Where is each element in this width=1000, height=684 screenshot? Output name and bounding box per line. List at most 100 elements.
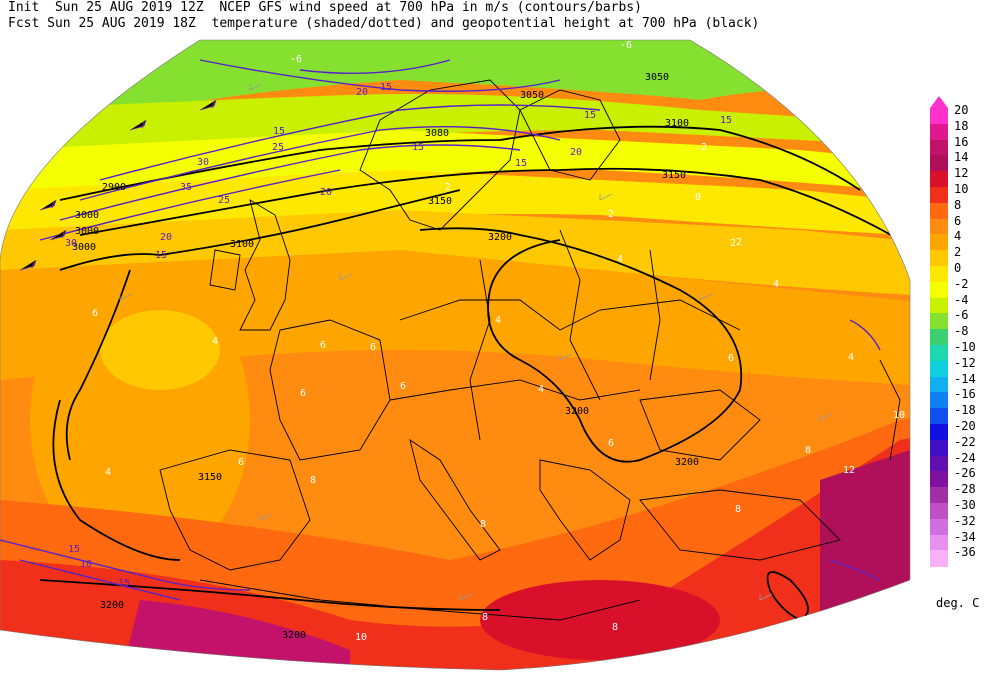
title-line-1: Init Sun 25 AUG 2019 12Z NCEP GFS wind s… [8, 0, 642, 15]
height-label: 3200 [565, 406, 589, 417]
height-labels: 2900 3000 3000 3050 3050 3080 3100 3100 … [72, 72, 699, 641]
temp-label: 6 [370, 342, 376, 353]
legend-swatch [930, 518, 948, 536]
temp-label: 6 [608, 438, 614, 449]
temp-label: -6 [290, 54, 302, 65]
wind-label: 30 [65, 238, 77, 249]
height-label: 3150 [662, 170, 686, 181]
temp-label: 4 [495, 315, 501, 326]
legend-label: -26 [954, 466, 976, 481]
wind-label: 15 [273, 126, 285, 137]
legend-swatch [930, 313, 948, 330]
temp-label: 6 [238, 457, 244, 468]
legend-swatch [930, 155, 948, 172]
temp-label: 8 [805, 445, 811, 456]
legend-label: -22 [954, 434, 976, 449]
legend-swatch [930, 550, 948, 567]
temp-label: 10 [893, 410, 905, 421]
temp-label: 6 [728, 353, 734, 364]
temp-label: 12 [843, 465, 855, 476]
legend-label: -2 [954, 276, 969, 291]
temp-label: 0 [695, 192, 701, 203]
wind-label: 25 [272, 142, 284, 153]
wind-label: 15 [68, 544, 80, 555]
legend-swatch [930, 108, 948, 125]
legend-label: 6 [954, 213, 962, 228]
temp-label: 4 [848, 352, 854, 363]
legend-label: 0 [954, 261, 962, 275]
legend-label: -4 [954, 292, 969, 307]
temp-label: 4 [538, 384, 544, 395]
legend-swatch [930, 534, 948, 551]
height-label: 3100 [665, 118, 689, 129]
legend-label: -14 [954, 371, 976, 386]
wind-label: 30 [197, 157, 209, 168]
wind-label: 25 [218, 195, 230, 206]
temp-label: -6 [620, 40, 632, 51]
temp-label: 6 [400, 381, 406, 392]
legend-swatch [930, 187, 948, 204]
temp-label: 2 [445, 182, 451, 193]
temp-label: 4 [212, 336, 218, 347]
wind-label: 15 [584, 110, 596, 121]
legend-swatch [930, 171, 948, 188]
legend-label: 10 [954, 182, 969, 196]
temp-label: 8 [612, 622, 618, 633]
wind-label: 15 [155, 250, 167, 261]
height-label: 3150 [428, 196, 452, 207]
temperature-labels: -6 -6 -2 0 2 2 2 4 4 4 6 6 6 6 6 8 8 8 8… [92, 40, 905, 643]
wind-label: 15 [118, 578, 130, 589]
wind-label: 15 [380, 82, 392, 93]
temp-label: 6 [300, 388, 306, 399]
wind-label: 15 [515, 158, 527, 169]
legend-swatch [930, 123, 948, 141]
legend-swatch [930, 392, 948, 409]
legend-swatch [930, 250, 948, 267]
legend-label: 18 [954, 118, 969, 133]
height-label: 3080 [425, 128, 449, 139]
legend-swatch [930, 503, 948, 520]
height-label: 3200 [100, 600, 124, 611]
legend-swatch [930, 266, 948, 283]
legend-swatch [930, 234, 948, 251]
legend-label: -30 [954, 498, 976, 512]
legend-swatch [930, 139, 948, 156]
height-label: 3000 [75, 210, 99, 221]
temp-label: 2 [730, 238, 736, 249]
wind-label: 15 [412, 142, 424, 153]
temp-label: 8 [310, 475, 316, 486]
wind-label: 20 [570, 147, 582, 158]
height-label: 3100 [230, 239, 254, 250]
legend-label: -34 [954, 529, 976, 544]
legend-label: 2 [954, 245, 962, 260]
wind-label: 20 [160, 232, 172, 243]
temp-label: 10 [355, 632, 367, 643]
legend-swatch [930, 218, 948, 235]
wind-contours [0, 59, 881, 601]
temp-label: 4 [617, 254, 623, 265]
strong-wind-barbs [19, 99, 217, 271]
legend-label: -12 [954, 355, 976, 370]
temp-label: 4 [773, 279, 779, 290]
legend-swatch [930, 202, 948, 220]
legend-label: 12 [954, 166, 969, 181]
wind-label: 20 [356, 87, 368, 98]
temp-label: 8 [480, 519, 486, 530]
wind-barbs [119, 83, 833, 601]
height-contours [39, 125, 901, 622]
legend-arrow-icon [930, 96, 948, 108]
legend-unit: deg. C [936, 596, 980, 610]
legend-label: 20 [954, 103, 969, 117]
legend-swatch [930, 345, 948, 362]
legend-swatch [930, 455, 948, 472]
height-label: 2900 [102, 182, 126, 193]
height-label: 3050 [520, 90, 544, 101]
legend-swatch [930, 487, 948, 504]
legend-label: -28 [954, 482, 976, 497]
temp-label: 4 [105, 467, 111, 478]
legend-label: -20 [954, 419, 976, 433]
wind-label: 20 [320, 187, 332, 198]
legend-label: 4 [954, 229, 962, 244]
height-label: 3050 [645, 72, 669, 83]
